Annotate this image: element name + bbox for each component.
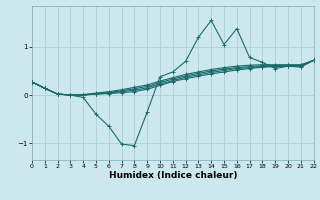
X-axis label: Humidex (Indice chaleur): Humidex (Indice chaleur) (108, 171, 237, 180)
